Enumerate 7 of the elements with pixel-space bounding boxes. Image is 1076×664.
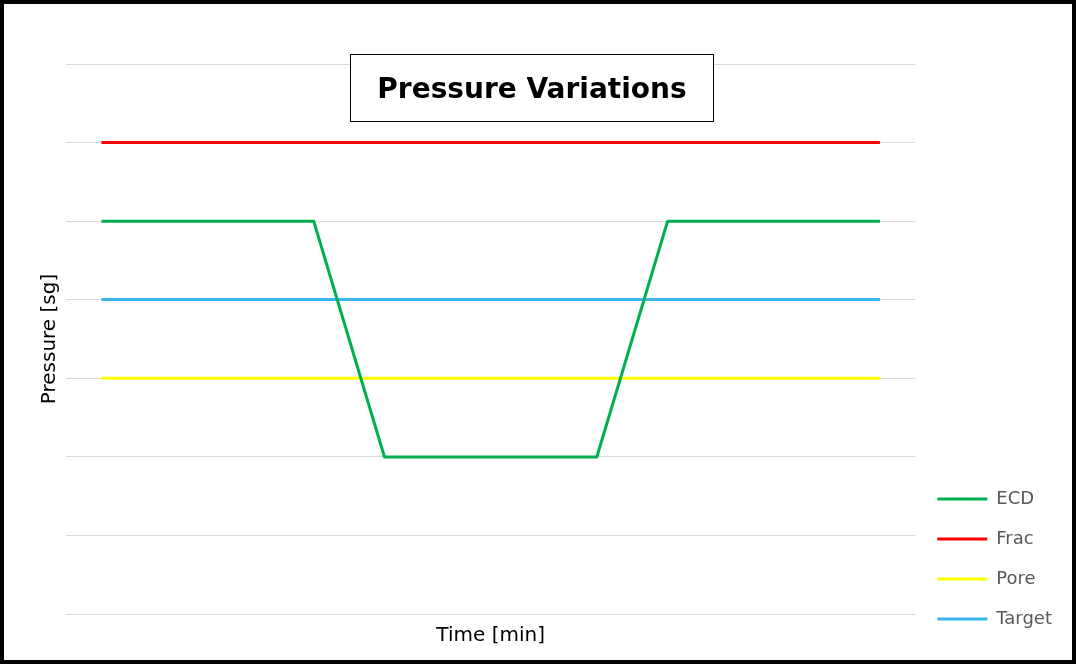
legend-label: ECD xyxy=(996,486,1035,508)
x-axis-title: Time [min] xyxy=(435,622,545,647)
chart-title: Pressure Variations xyxy=(350,54,714,122)
legend-label: Target xyxy=(995,606,1052,628)
legend-label: Pore xyxy=(996,566,1036,588)
y-axis-title: Pressure [sg] xyxy=(36,273,61,405)
legend-label: Frac xyxy=(996,526,1034,548)
